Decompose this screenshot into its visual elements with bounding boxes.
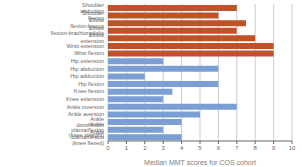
svg-text:Hip flexion: Hip flexion [78, 81, 104, 87]
svg-text:3: 3 [162, 145, 166, 151]
svg-text:Ankledorsiflexion: Ankledorsiflexion [76, 116, 104, 128]
svg-text:Ankleplantarflexion(knee strai: Ankleplantarflexion(knee straight) [69, 121, 104, 138]
svg-text:Median MMT scores for COS coho: Median MMT scores for COS cohort [144, 159, 256, 166]
svg-text:Hip extension: Hip extension [71, 58, 104, 64]
svg-text:1: 1 [125, 145, 129, 151]
svg-text:Shoulderabduction: Shoulderabduction [80, 2, 104, 14]
svg-text:8: 8 [254, 145, 258, 151]
svg-text:2: 2 [143, 145, 147, 151]
svg-text:Ankle inversion: Ankle inversion [67, 104, 104, 110]
svg-text:4: 4 [180, 145, 184, 151]
svg-text:7: 7 [235, 145, 239, 151]
svg-text:Hip adduction: Hip adduction [70, 73, 104, 79]
svg-text:Knee flexion: Knee flexion [74, 88, 104, 94]
svg-text:Knee extension: Knee extension [66, 96, 104, 102]
svg-text:6: 6 [217, 145, 221, 151]
svg-text:5: 5 [198, 145, 202, 151]
svg-text:10: 10 [289, 145, 294, 151]
svg-text:0: 0 [106, 145, 110, 151]
svg-text:Hip abduction: Hip abduction [70, 66, 104, 72]
svg-text:Wrist flexion: Wrist flexion [74, 50, 104, 56]
svg-text:Ankle aversion: Ankle aversion [68, 111, 104, 117]
svg-text:9: 9 [272, 145, 276, 151]
